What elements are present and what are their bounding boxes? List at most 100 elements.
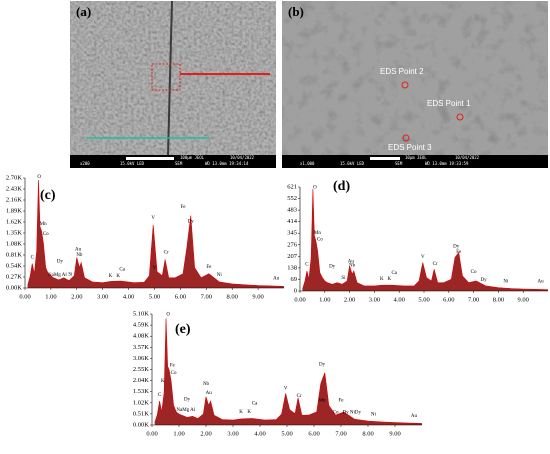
peak-label: Mn <box>314 231 321 236</box>
y-tick-label: 2.04K <box>133 377 149 384</box>
peak-label: K <box>387 277 391 282</box>
peak-label: Cr <box>433 262 438 267</box>
peak-label: NaMg Al <box>48 273 67 278</box>
peak-label: Si <box>68 273 73 278</box>
x-tick-label: 8.00 <box>227 293 238 300</box>
y-tick-label: 3.57K <box>133 344 149 351</box>
eds-point-label: EDS Point 3 <box>388 143 432 152</box>
panel-label: (d) <box>333 179 350 194</box>
peak-label: V <box>421 255 425 260</box>
y-tick-label: 621 <box>287 183 297 190</box>
peak-label: K <box>380 277 384 282</box>
peak-label: C <box>31 255 35 260</box>
peak-label: Ni <box>371 413 377 418</box>
image-info: x1,000 <box>300 161 315 166</box>
peak-label: Dy <box>184 397 191 402</box>
x-tick-label: 2.00 <box>71 293 82 300</box>
peak-label: K <box>109 274 113 279</box>
x-tick-label: 7.00 <box>468 296 479 303</box>
x-tick-label: 3.00 <box>227 430 238 437</box>
y-tick-label: 0.51K <box>133 410 149 417</box>
peak-label: V <box>151 216 155 221</box>
image-info: 10µm JEOL <box>405 155 427 160</box>
x-tick-label: 0.00 <box>19 293 30 300</box>
x-tick-label: 4.00 <box>254 430 265 437</box>
peak-label: Co <box>43 232 49 237</box>
peak-label: Au <box>348 259 355 264</box>
peak-label: Au <box>206 391 213 396</box>
y-tick-label: 4.59K <box>133 322 149 329</box>
image-info: 10/04/2022 <box>230 155 255 160</box>
peak-label: V <box>284 386 288 391</box>
x-tick-label: 9.00 <box>518 296 529 303</box>
y-tick-label: 345 <box>287 230 297 237</box>
image-info: 100µm JEOL <box>180 155 205 160</box>
y-tick-label: 3.06K <box>133 355 149 362</box>
peak-label: K <box>116 274 120 279</box>
image-label: (b) <box>288 4 304 19</box>
x-tick-label: 4.00 <box>394 296 405 303</box>
peak-label: O <box>166 312 170 317</box>
peak-label: K <box>247 410 251 415</box>
peak-label: Au <box>273 277 280 282</box>
peak-label: Au <box>411 414 418 419</box>
y-tick-label: 69 <box>291 276 298 283</box>
x-tick-label: 8.00 <box>493 296 504 303</box>
y-tick-label: 0.27K <box>6 273 22 280</box>
peak-label: Dy <box>188 220 195 225</box>
peak-label: Ca <box>252 402 258 407</box>
y-tick-label: 5.10K <box>133 310 149 317</box>
image-label: (a) <box>76 4 91 19</box>
peak-label: Dy <box>319 362 326 367</box>
y-tick-label: 1.35K <box>6 229 22 236</box>
image-info: WD 13.0mm 19:33:59 <box>425 161 469 166</box>
peak-label: O <box>37 175 41 180</box>
peak-label: Dy <box>480 278 487 283</box>
x-tick-label: 7.00 <box>335 430 346 437</box>
peak-label: Cr <box>164 251 169 256</box>
y-tick-label: 483 <box>287 207 297 214</box>
peak-label: Nb <box>76 253 83 258</box>
peak-label: Ca <box>119 268 125 273</box>
y-tick-label: 138 <box>287 264 297 271</box>
x-tick-label: 9.00 <box>389 430 400 437</box>
sem-image-b <box>282 1 548 168</box>
y-tick-label: 1.02K <box>133 399 149 406</box>
spectrum-area <box>302 188 548 291</box>
x-tick-label: 3.00 <box>97 293 108 300</box>
peak-label: Co <box>317 238 323 243</box>
peak-label: Ni <box>503 279 509 284</box>
y-tick-label: 1.08K <box>6 240 22 247</box>
peak-label: NaMg Al <box>176 408 195 413</box>
image-info: x200 <box>80 161 90 166</box>
eds-point-label: EDS Point 2 <box>380 67 424 76</box>
y-tick-label: 414 <box>287 218 298 225</box>
image-info: SEM <box>395 161 403 166</box>
x-tick-label: 1.00 <box>45 293 56 300</box>
peak-label: Dy NiDy <box>343 410 362 415</box>
peak-label: C <box>305 263 309 268</box>
x-tick-label: 1.00 <box>173 430 184 437</box>
peak-label: Fe <box>180 205 186 210</box>
peak-label: Co <box>471 270 477 275</box>
y-tick-label: 2.16K <box>6 196 22 203</box>
peak-label: Fe <box>206 265 212 270</box>
peak-label: Dy <box>57 260 64 265</box>
y-tick-label: 1.62K <box>6 218 22 225</box>
y-tick-label: 2.70K <box>6 174 22 181</box>
y-tick-label: 1.89K <box>6 207 22 214</box>
spectrum-line <box>154 318 423 424</box>
x-tick-label: 1.00 <box>319 296 330 303</box>
peak-label: Dy <box>329 264 336 269</box>
peak-label: V <box>153 266 157 271</box>
x-tick-label: 5.00 <box>281 430 292 437</box>
peak-label: Nb <box>203 382 210 387</box>
x-tick-label: 6.00 <box>443 296 454 303</box>
x-tick-label: 6.00 <box>175 293 186 300</box>
peak-label: Mn <box>319 398 326 403</box>
peak-label: Mn <box>40 222 47 227</box>
sem-image-a <box>70 0 276 168</box>
peak-label: K <box>239 410 243 415</box>
y-tick-label: 2.55K <box>133 366 149 373</box>
